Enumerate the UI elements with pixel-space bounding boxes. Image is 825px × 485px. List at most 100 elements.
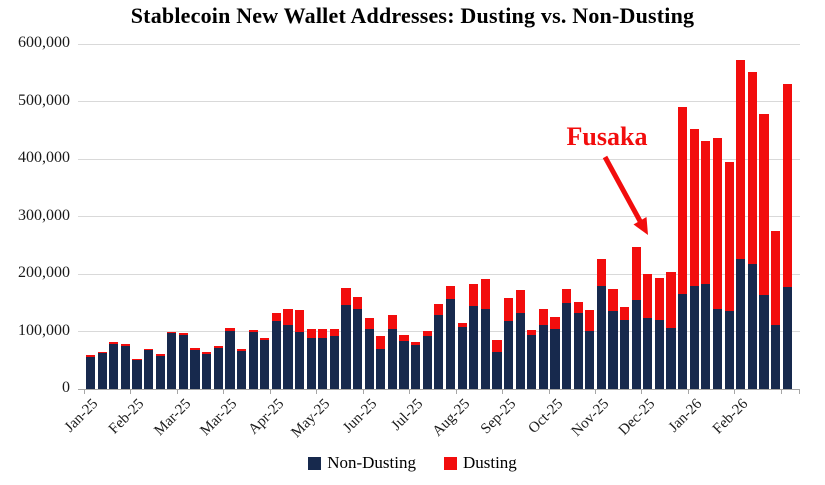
- bar-segment-dusting: [376, 336, 386, 349]
- chart-title: Stablecoin New Wallet Addresses: Dusting…: [130, 3, 695, 28]
- bar: [434, 303, 444, 389]
- bar-segment-dusting: [515, 289, 525, 313]
- bar-segment-non-dusting: [155, 356, 165, 389]
- bar: [86, 355, 96, 389]
- x-tick: [641, 389, 643, 394]
- y-tick-label: 0: [62, 379, 70, 396]
- bar-segment-dusting: [236, 349, 247, 352]
- bar: [260, 338, 270, 389]
- bar-segment-non-dusting: [480, 309, 490, 389]
- x-tick: [734, 389, 736, 394]
- bar-segment-non-dusting: [515, 312, 525, 389]
- bar: [596, 259, 606, 389]
- bar-segment-non-dusting: [445, 299, 456, 389]
- bar-segment-non-dusting: [144, 350, 154, 389]
- bar-segment-non-dusting: [643, 318, 653, 389]
- bar-segment-non-dusting: [678, 293, 688, 389]
- bar: [492, 340, 502, 389]
- x-tick-label: Jun-25: [339, 396, 381, 437]
- bar: [631, 246, 641, 389]
- bar-segment-non-dusting: [701, 284, 711, 389]
- bar-segment-non-dusting: [353, 308, 363, 389]
- bar-segment-dusting: [573, 302, 583, 314]
- bar-segment-non-dusting: [387, 328, 398, 389]
- bar-segment-non-dusting: [248, 332, 258, 389]
- bar: [701, 141, 711, 389]
- y-tick-label: 300,000: [18, 206, 70, 224]
- bar-segment-non-dusting: [283, 324, 293, 389]
- bar-segment-dusting: [213, 346, 223, 349]
- bar: [480, 278, 490, 389]
- bar: [213, 346, 223, 389]
- bar: [190, 347, 200, 389]
- bar: [399, 334, 409, 389]
- bar: [306, 329, 316, 389]
- bar-segment-non-dusting: [759, 295, 769, 389]
- bar-segment-non-dusting: [654, 320, 665, 389]
- bar: [271, 312, 281, 389]
- bar-segment-dusting: [97, 351, 107, 354]
- gridline: [78, 101, 800, 102]
- bar-segment-non-dusting: [608, 311, 618, 389]
- bar-segment-dusting: [225, 328, 235, 331]
- bar-segment-dusting: [759, 113, 769, 296]
- bar-segment-dusting: [643, 274, 653, 319]
- bar-segment-dusting: [318, 329, 328, 339]
- bar-segment-non-dusting: [561, 303, 572, 389]
- bar: [120, 344, 131, 389]
- bar-segment-dusting: [329, 328, 339, 337]
- bar: [712, 137, 723, 389]
- bar-segment-non-dusting: [190, 349, 200, 389]
- bar-segment-non-dusting: [376, 348, 386, 389]
- bar-segment-non-dusting: [492, 352, 502, 389]
- x-tick: [316, 389, 318, 394]
- x-tick: [687, 389, 689, 394]
- bar: [515, 289, 525, 389]
- x-tick-label: Feb-25: [106, 396, 148, 438]
- bar: [736, 59, 746, 389]
- bar: [178, 332, 189, 389]
- bar-segment-non-dusting: [422, 336, 432, 389]
- bar-segment-dusting: [747, 72, 757, 264]
- bar: [457, 322, 467, 389]
- bar-segment-non-dusting: [236, 351, 247, 389]
- bar: [236, 349, 247, 389]
- bar: [202, 352, 212, 389]
- bar-segment-non-dusting: [457, 327, 467, 389]
- bar-segment-dusting: [654, 278, 665, 320]
- bar-segment-dusting: [260, 338, 270, 341]
- bar-segment-non-dusting: [260, 340, 270, 389]
- bar-segment-non-dusting: [573, 313, 583, 389]
- bar: [283, 308, 293, 389]
- bar-segment-dusting: [387, 315, 398, 329]
- bar-segment-non-dusting: [86, 356, 96, 389]
- bar-segment-non-dusting: [318, 338, 328, 389]
- x-tick: [176, 389, 178, 394]
- bar-segment-non-dusting: [538, 325, 548, 389]
- bar-segment-dusting: [689, 129, 699, 286]
- x-tick: [455, 389, 457, 394]
- bar-segment-non-dusting: [585, 330, 595, 389]
- bar-segment-dusting: [306, 329, 316, 339]
- bar-segment-dusting: [283, 308, 293, 325]
- bar-segment-dusting: [178, 332, 189, 335]
- bar: [97, 351, 107, 389]
- bar-segment-dusting: [271, 312, 281, 322]
- bar-segment-dusting: [782, 83, 792, 287]
- bar-segment-dusting: [527, 329, 537, 335]
- bar-segment-non-dusting: [631, 300, 641, 389]
- bar: [759, 113, 769, 389]
- bar-segment-dusting: [480, 278, 490, 310]
- bar: [747, 72, 757, 389]
- bar: [167, 331, 177, 389]
- x-tick: [362, 389, 364, 394]
- x-tick: [502, 389, 504, 394]
- bar-segment-dusting: [341, 287, 351, 306]
- bar-series: [86, 44, 792, 389]
- gridline: [78, 273, 800, 275]
- bar: [329, 328, 339, 389]
- bar-segment-non-dusting: [167, 333, 177, 389]
- bar-segment-dusting: [724, 161, 734, 311]
- bar-segment-non-dusting: [736, 259, 746, 389]
